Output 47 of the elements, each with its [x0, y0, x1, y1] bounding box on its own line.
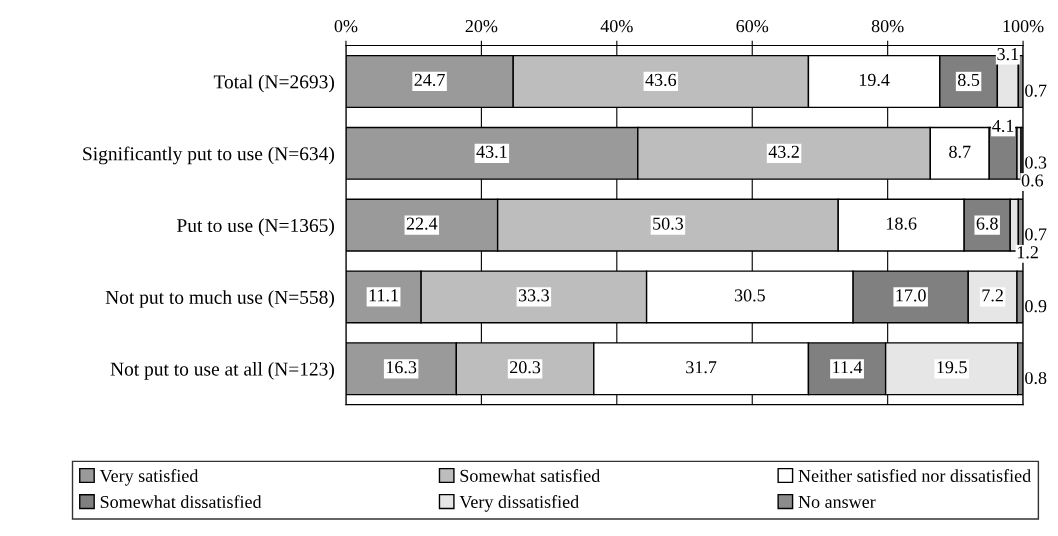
y-tick-label: Put to use (N=1365): [177, 218, 334, 237]
x-tick-label: 40%: [600, 19, 633, 33]
y-tick-label: Not put to much use (N=558): [105, 290, 334, 308]
y-tick-label: Not put to use at all (N=123): [110, 362, 334, 380]
legend-label: Somewhat satisfied: [460, 469, 601, 482]
data-label: 0.7: [1025, 84, 1047, 97]
legend-label: Very dissatisfied: [459, 495, 579, 512]
data-label: 31.7: [686, 361, 717, 374]
data-label: 4.1: [992, 119, 1014, 133]
data-label: 33.3: [518, 289, 549, 302]
x-tick-label: 20%: [465, 19, 498, 33]
data-label: 0.8: [1025, 371, 1047, 385]
data-label: 43.1: [476, 145, 507, 158]
data-label: 11.4: [833, 361, 863, 374]
data-label: 0.6: [1021, 174, 1044, 187]
y-tick-label: Significantly put to use (N=634): [83, 146, 334, 165]
data-label: 8.7: [949, 145, 971, 158]
data-label: 30.5: [734, 289, 765, 302]
data-label: 18.6: [886, 217, 917, 230]
legend-label: No answer: [798, 495, 876, 508]
legend-label: Very satisfied: [99, 469, 199, 486]
data-label: 20.3: [510, 361, 541, 374]
x-tick-label: 80%: [871, 19, 904, 33]
data-label: 1.2: [1017, 246, 1038, 259]
data-label: 50.3: [653, 217, 684, 230]
data-label: 19.4: [859, 73, 890, 87]
data-label: 0.9: [1025, 300, 1047, 313]
data-label: 22.4: [406, 217, 438, 230]
data-label: 7.2: [982, 289, 1003, 302]
data-label: 24.7: [414, 73, 445, 87]
data-label: 19.5: [937, 361, 967, 374]
legend-label: Neither satisfied nor dissatisfied: [798, 469, 1031, 482]
data-label: 8.5: [957, 73, 980, 87]
data-label: 17.0: [896, 289, 926, 302]
legend-label: Somewhat dissatisfied: [100, 495, 262, 509]
y-tick-label: Total (N=2693): [213, 74, 334, 93]
x-tick-label: 60%: [736, 19, 769, 33]
data-label: 6.8: [976, 217, 998, 230]
data-label: 43.6: [645, 73, 677, 87]
data-label: 16.3: [386, 361, 417, 374]
data-label: 0.3: [1025, 156, 1047, 169]
x-tick-label: 0%: [334, 19, 358, 33]
data-label: 3.1: [997, 48, 1019, 61]
data-label: 43.2: [768, 145, 799, 158]
data-label: 11.1: [369, 289, 398, 302]
x-tick-label: 100%: [1003, 19, 1044, 33]
data-label: 0.7: [1025, 228, 1047, 241]
